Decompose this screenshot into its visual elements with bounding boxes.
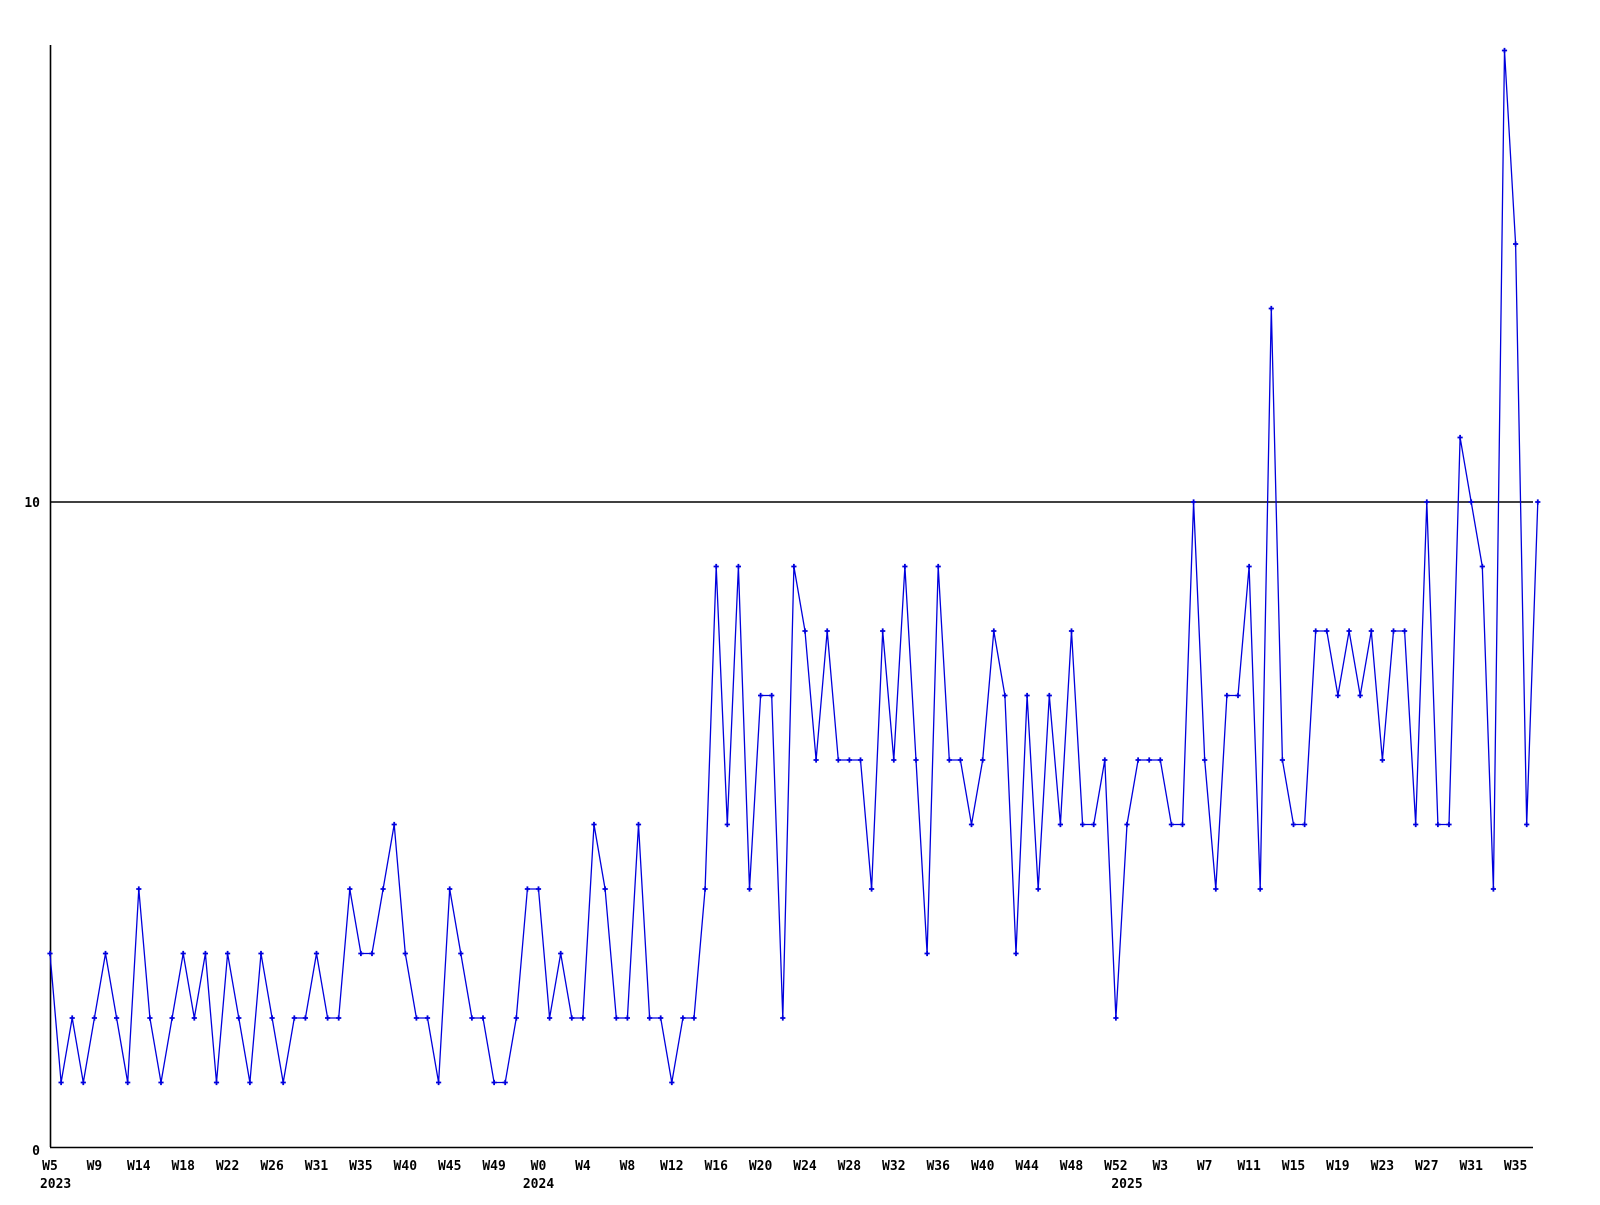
x-tick-label: W26 — [260, 1159, 284, 1174]
x-tick-label: W52 — [1104, 1159, 1127, 1174]
x-tick-label: W16 — [704, 1159, 728, 1174]
x-tick-label: W15 — [1282, 1159, 1305, 1174]
x-tick-label: W45 — [438, 1159, 461, 1174]
year-label: 2025 — [1111, 1177, 1142, 1192]
x-tick-label: W31 — [1459, 1159, 1483, 1174]
x-tick-label: W9 — [87, 1159, 103, 1174]
x-tick-label: W8 — [620, 1159, 636, 1174]
x-tick-label: W22 — [216, 1159, 239, 1174]
x-tick-label: W7 — [1197, 1159, 1213, 1174]
x-tick-label: W35 — [1504, 1159, 1527, 1174]
x-tick-label: W5 — [42, 1159, 58, 1174]
x-tick-label: W35 — [349, 1159, 372, 1174]
x-tick-label: W0 — [531, 1159, 547, 1174]
x-tick-label: W11 — [1237, 1159, 1261, 1174]
x-tick-label: W36 — [926, 1159, 950, 1174]
x-tick-label: W12 — [660, 1159, 683, 1174]
y-tick-label-0: 0 — [32, 1144, 40, 1159]
x-tick-label: W24 — [793, 1159, 817, 1174]
x-tick-label: W48 — [1060, 1159, 1084, 1174]
x-tick-label: W40 — [394, 1159, 418, 1174]
x-tick-label: W20 — [749, 1159, 773, 1174]
x-tick-label: W31 — [305, 1159, 329, 1174]
year-label: 2023 — [40, 1177, 71, 1192]
x-tick-label: W27 — [1415, 1159, 1438, 1174]
x-tick-label: W3 — [1152, 1159, 1168, 1174]
year-label: 2024 — [523, 1177, 554, 1192]
x-tick-label: W19 — [1326, 1159, 1349, 1174]
data-markers — [47, 47, 1541, 1086]
x-tick-label: W18 — [171, 1159, 195, 1174]
x-tick-label: W44 — [1015, 1159, 1039, 1174]
x-tick-label: W23 — [1371, 1159, 1394, 1174]
x-tick-label: W32 — [882, 1159, 905, 1174]
x-tick-label: W14 — [127, 1159, 151, 1174]
x-tick-label: W49 — [482, 1159, 505, 1174]
x-tick-label: W4 — [575, 1159, 591, 1174]
y-tick-label-10: 10 — [24, 496, 40, 511]
x-tick-label: W28 — [838, 1159, 862, 1174]
x-tick-label: W40 — [971, 1159, 995, 1174]
plot-area: W5 W9 W14 W18 W22 W26 W31 W35 W40 W45 W49 W0 W4 W8 W12… — [40, 45, 1541, 1192]
